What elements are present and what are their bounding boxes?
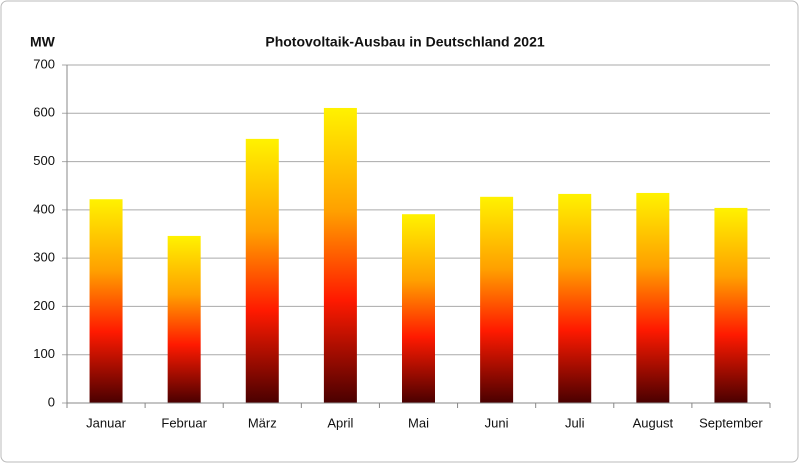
y-tick-label: 300 (33, 250, 55, 265)
x-tick-label: September (699, 415, 763, 430)
x-tick-label: April (327, 415, 353, 430)
y-tick-label: 0 (48, 394, 55, 409)
bar (245, 138, 279, 403)
bar (89, 199, 123, 403)
y-tick-label: 600 (33, 105, 55, 120)
x-tick-label: Februar (161, 415, 207, 430)
bar (714, 207, 748, 403)
y-tick-label: 400 (33, 201, 55, 216)
x-tick-label: März (248, 415, 277, 430)
bar (167, 235, 201, 403)
y-tick-label: 500 (33, 153, 55, 168)
x-tick-label: Juni (485, 415, 509, 430)
y-axis-label: MW (30, 34, 56, 50)
bar (323, 107, 357, 403)
bar (636, 192, 670, 403)
y-tick-label: 100 (33, 346, 55, 361)
chart-title: Photovoltaik-Ausbau in Deutschland 2021 (265, 34, 544, 50)
y-tick-label: 200 (33, 298, 55, 313)
bar (480, 196, 514, 403)
x-tick-label: Juli (565, 415, 585, 430)
x-tick-label: Januar (86, 415, 126, 430)
y-tick-label: 700 (33, 56, 55, 71)
x-tick-label: August (633, 415, 674, 430)
bar (402, 214, 435, 403)
x-tick-label: Mai (408, 415, 429, 430)
bar (558, 193, 592, 403)
